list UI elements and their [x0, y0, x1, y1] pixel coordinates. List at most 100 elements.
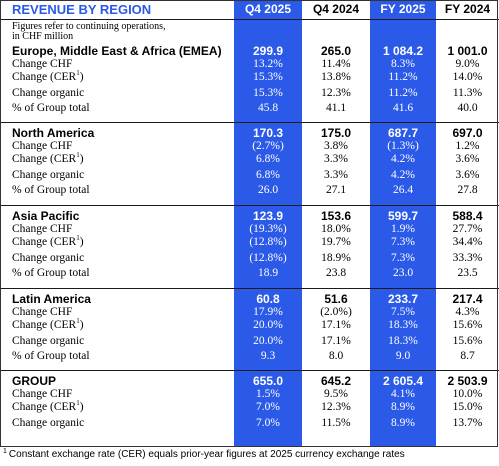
metric-row-change-organic: Change organic 15.3% 12.3% 11.2% 11.3% [0, 87, 499, 100]
metric-row-change-organic: Change organic 6.8% 3.3% 4.2% 3.6% [0, 169, 499, 182]
revenue-value: 599.7 [387, 209, 419, 223]
metric-label-text: Change CHF [12, 388, 73, 400]
metric-row-change-cer: Change (CER1) 15.3% 13.8% 11.2% 14.0% [0, 69, 499, 84]
metric-value: 23.8 [325, 267, 347, 279]
metric-label: Change (CER1) [12, 317, 84, 331]
metric-row-change-chf: Change CHF 17.9% (2.0%) 7.5% 4.3% [0, 306, 499, 319]
footnote-marker: 1 [3, 447, 7, 455]
metric-value: 18.9 [257, 267, 279, 279]
units-note-line-1: Figures refer to continuing operations, [12, 21, 166, 32]
metric-value: (1.3%) [387, 140, 419, 152]
metric-row-pct-group-total: % of Group total 45.8 41.1 41.6 40.0 [0, 102, 499, 115]
metric-label-close-paren: ) [79, 153, 84, 165]
metric-value: 18.3% [388, 319, 418, 331]
metric-label-text: Change (CER [12, 71, 77, 83]
metric-row-change-cer: Change (CER1) (12.8%) 19.7% 7.3% 34.4% [0, 235, 499, 249]
metric-label: Change (CER1) [12, 152, 84, 165]
section-row-north-america: North America 170.3 175.0 687.7 697.0 [0, 126, 499, 140]
metric-value: 27.8 [457, 184, 478, 196]
metric-label-text: Change (CER [12, 319, 77, 331]
metric-value: 7.5% [391, 306, 415, 318]
metric-value: 11.2% [388, 71, 418, 83]
metric-label-text: % of Group total [12, 350, 90, 362]
metric-value: 9.0 [395, 350, 411, 362]
metric-value: 7.0% [256, 416, 280, 429]
metric-label: Change (CER1) [12, 69, 84, 83]
section-row-group: GROUP 655.0 645.2 2 605.4 2 503.9 [0, 374, 499, 388]
q4-2025-column-highlight [234, 0, 302, 447]
metric-value: 15.3% [253, 86, 283, 99]
revenue-value: 170.3 [252, 126, 284, 140]
section-row-emea: Europe, Middle East & Africa (EMEA) 299.9… [0, 44, 499, 58]
metric-value: 27.7% [452, 223, 483, 235]
metric-label: % of Group total [12, 350, 90, 362]
metric-value: 11.3% [452, 86, 483, 99]
metric-value: 3.6% [455, 153, 480, 165]
metric-value: 33.3% [452, 251, 483, 264]
metric-row-pct-group-total: % of Group total 26.0 27.1 26.4 27.8 [0, 184, 499, 197]
metric-value: 15.3% [253, 71, 283, 83]
metric-label-close-paren: ) [79, 236, 84, 248]
metric-label: Change CHF [12, 388, 72, 400]
footnote-text: Constant exchange rate (CER) equals prio… [8, 449, 405, 460]
column-header-q4-2024: Q4 2024 [312, 2, 360, 16]
section-divider [0, 122, 499, 123]
table-header: REVENUE BY REGION Q4 2025 Q4 2024 FY 202… [0, 0, 499, 19]
column-header-fy-2024: FY 2024 [444, 2, 491, 16]
metric-value: 9.5% [324, 388, 348, 400]
metric-value: 40.0 [457, 102, 478, 114]
cer-footnote: 1 Constant exchange rate (CER) equals pri… [3, 447, 405, 460]
metric-value: 4.2% [391, 168, 415, 181]
revenue-value: 645.2 [320, 374, 352, 388]
metric-value: 41.1 [325, 102, 347, 114]
metric-label: Change CHF [12, 58, 72, 70]
metric-value: 15.6% [452, 334, 483, 347]
revenue-value: 2 605.4 [382, 374, 424, 388]
revenue-value: 265.0 [320, 44, 352, 58]
metric-value: 8.3% [391, 58, 415, 70]
revenue-value: 153.6 [320, 209, 352, 223]
revenue-value: 687.7 [387, 126, 419, 140]
metric-label-text: Change CHF [12, 140, 73, 152]
revenue-value: 51.6 [324, 292, 348, 306]
metric-value: 8.7 [460, 350, 475, 362]
metric-value: 12.3% [321, 86, 351, 99]
revenue-value: 217.4 [452, 292, 483, 306]
metric-value: 45.8 [257, 102, 279, 114]
cer-footnote-ref: 1 [76, 69, 80, 78]
metric-value: 4.2% [391, 153, 415, 165]
metric-value: 3.3% [324, 153, 348, 165]
metric-value: 9.0% [455, 58, 480, 70]
metric-row-change-cer: Change (CER1) 20.0% 17.1% 18.3% 15.6% [0, 317, 499, 332]
region-name: Europe, Middle East & Africa (EMEA) [12, 44, 222, 58]
metric-value: 7.0% [256, 401, 280, 413]
cer-footnote-ref: 1 [76, 317, 80, 326]
metric-label-text: Change CHF [12, 223, 73, 235]
revenue-value: 655.0 [252, 374, 284, 388]
metric-label-text: Change organic [12, 416, 85, 429]
metric-label: Change organic [12, 335, 84, 347]
metric-label: % of Group total [12, 184, 90, 196]
metric-value: 18.3% [388, 334, 418, 347]
fy-2025-column-highlight [370, 0, 436, 447]
revenue-value: 1 001.0 [447, 44, 488, 58]
cer-footnote-ref: 1 [76, 399, 80, 408]
column-header-q4-2025: Q4 2025 [244, 2, 292, 16]
header-divider [0, 19, 499, 20]
revenue-value: 123.9 [252, 209, 284, 223]
metric-row-change-cer: Change (CER1) 6.8% 3.3% 4.2% 3.6% [0, 152, 499, 166]
metric-value: 3.8% [324, 140, 348, 152]
metric-row-change-cer: Change (CER1) 7.0% 12.3% 8.9% 15.0% [0, 399, 499, 414]
metric-value: 17.9% [253, 306, 283, 318]
metric-row-change-organic: Change organic 20.0% 17.1% 18.3% 15.6% [0, 335, 499, 348]
metric-label-text: Change (CER [12, 153, 77, 165]
metric-label-text: Change organic [12, 168, 85, 181]
metric-value: 26.0 [257, 184, 279, 196]
metric-row-change-organic: Change organic 7.0% 11.5% 8.9% 13.7% [0, 417, 499, 430]
section-row-latin-america: Latin America 60.8 51.6 233.7 217.4 [0, 292, 499, 306]
column-header-fy-2025: FY 2025 [380, 2, 426, 16]
metric-value: 18.0% [321, 223, 351, 235]
metric-value: 11.2% [388, 86, 418, 99]
region-name: Asia Pacific [12, 209, 80, 223]
